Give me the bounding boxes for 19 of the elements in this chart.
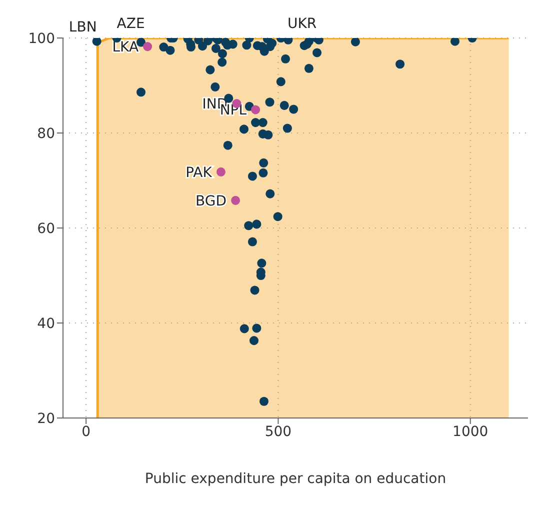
annotation: PAK [186,164,213,181]
y-tick-label: 20 [37,410,55,427]
annotation: UKR [287,16,317,32]
x-tick-label: 500 [264,424,292,440]
point [251,105,260,114]
x-tick-label: 1000 [452,424,488,440]
annotation: BGD [196,193,227,210]
y-tick-label: 60 [37,220,55,237]
x-tick-label: 0 [82,424,91,440]
x-axis-title: Public expenditure per capita on education [144,471,446,487]
y-tick-label: 80 [37,126,55,142]
point [231,196,240,205]
annotation: LKA [112,40,139,56]
y-tick-label: 100 [28,30,55,47]
point [143,42,152,52]
annotation: LBN [68,19,97,36]
annotation: AZE [116,16,145,32]
y-tick-label: 40 [37,316,55,332]
point [216,167,226,176]
